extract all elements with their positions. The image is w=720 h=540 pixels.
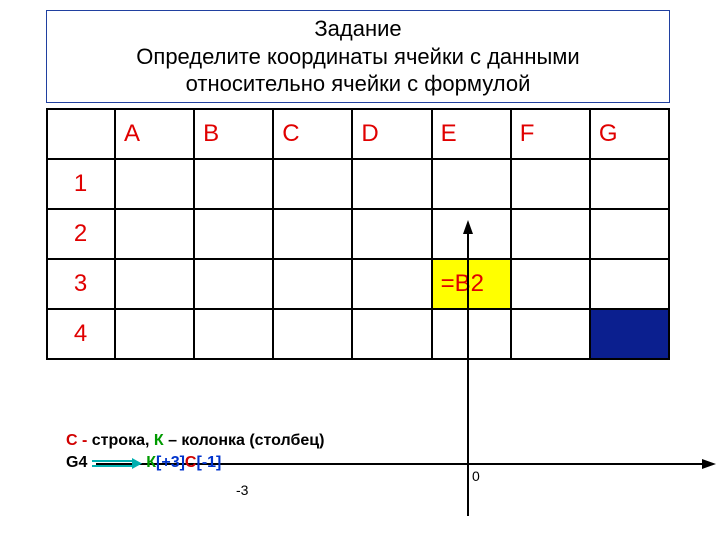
- legend-l2-p5: [-1]: [196, 454, 221, 471]
- legend-l1-p4: – колонка (столбец): [164, 432, 325, 449]
- row-3: 3 =B2: [47, 259, 669, 309]
- col-G: G: [590, 109, 669, 159]
- cell-G3: [590, 259, 669, 309]
- rowhdr-4: 4: [47, 309, 115, 359]
- cell-A4: [115, 309, 194, 359]
- task-box: Задание Определите координаты ячейки с д…: [46, 10, 670, 103]
- cell-B1: [194, 159, 273, 209]
- legend-line-2: G4 К[+3]С[-1]: [66, 452, 324, 474]
- axis-minus3-label: -3: [236, 482, 248, 498]
- cell-G4-target: [590, 309, 669, 359]
- sheet-table: A B C D E F G 1 2: [46, 108, 670, 360]
- rowhdr-3: 3: [47, 259, 115, 309]
- row-2: 2: [47, 209, 669, 259]
- spreadsheet: A B C D E F G 1 2: [46, 108, 670, 360]
- cell-B3: [194, 259, 273, 309]
- col-A: A: [115, 109, 194, 159]
- cell-B4: [194, 309, 273, 359]
- legend-l2-p4: С: [185, 454, 197, 471]
- cell-F4: [511, 309, 590, 359]
- task-line-1: Задание: [55, 15, 661, 43]
- cell-B2: [194, 209, 273, 259]
- cell-A3: [115, 259, 194, 309]
- row-4: 4: [47, 309, 669, 359]
- legend-l1-p1: С -: [66, 432, 92, 449]
- cell-F2: [511, 209, 590, 259]
- cell-E3-formula: =B2: [432, 259, 511, 309]
- legend-l1-p3: К: [154, 432, 164, 449]
- task-line-3: относительно ячейки с формулой: [55, 70, 661, 98]
- rowhdr-2: 2: [47, 209, 115, 259]
- cell-A1: [115, 159, 194, 209]
- rowhdr-1: 1: [47, 159, 115, 209]
- col-F: F: [511, 109, 590, 159]
- cell-C4: [273, 309, 352, 359]
- task-line-2: Определите координаты ячейки с данными: [55, 43, 661, 71]
- col-E: E: [432, 109, 511, 159]
- cell-D1: [352, 159, 431, 209]
- cell-D3: [352, 259, 431, 309]
- cell-C3: [273, 259, 352, 309]
- row-1: 1: [47, 159, 669, 209]
- cell-E1: [432, 159, 511, 209]
- legend-line-1: С - строка, К – колонка (столбец): [66, 430, 324, 452]
- cell-E4: [432, 309, 511, 359]
- cell-C2: [273, 209, 352, 259]
- legend: С - строка, К – колонка (столбец) G4 К[+…: [66, 430, 324, 475]
- col-D: D: [352, 109, 431, 159]
- legend-l2-p3: [+3]: [156, 454, 185, 471]
- cell-E2: [432, 209, 511, 259]
- header-row: A B C D E F G: [47, 109, 669, 159]
- cell-A2: [115, 209, 194, 259]
- legend-l2-p2: К: [146, 454, 156, 471]
- legend-arrow-icon: [92, 458, 142, 469]
- cell-D2: [352, 209, 431, 259]
- col-C: C: [273, 109, 352, 159]
- col-B: B: [194, 109, 273, 159]
- cell-G1: [590, 159, 669, 209]
- cell-G2: [590, 209, 669, 259]
- cell-C1: [273, 159, 352, 209]
- legend-l1-p2: строка,: [92, 432, 154, 449]
- cell-D4: [352, 309, 431, 359]
- corner-cell: [47, 109, 115, 159]
- cell-F3: [511, 259, 590, 309]
- cell-F1: [511, 159, 590, 209]
- legend-l2-p1: G4: [66, 454, 92, 471]
- axis-zero-label: 0: [472, 468, 480, 484]
